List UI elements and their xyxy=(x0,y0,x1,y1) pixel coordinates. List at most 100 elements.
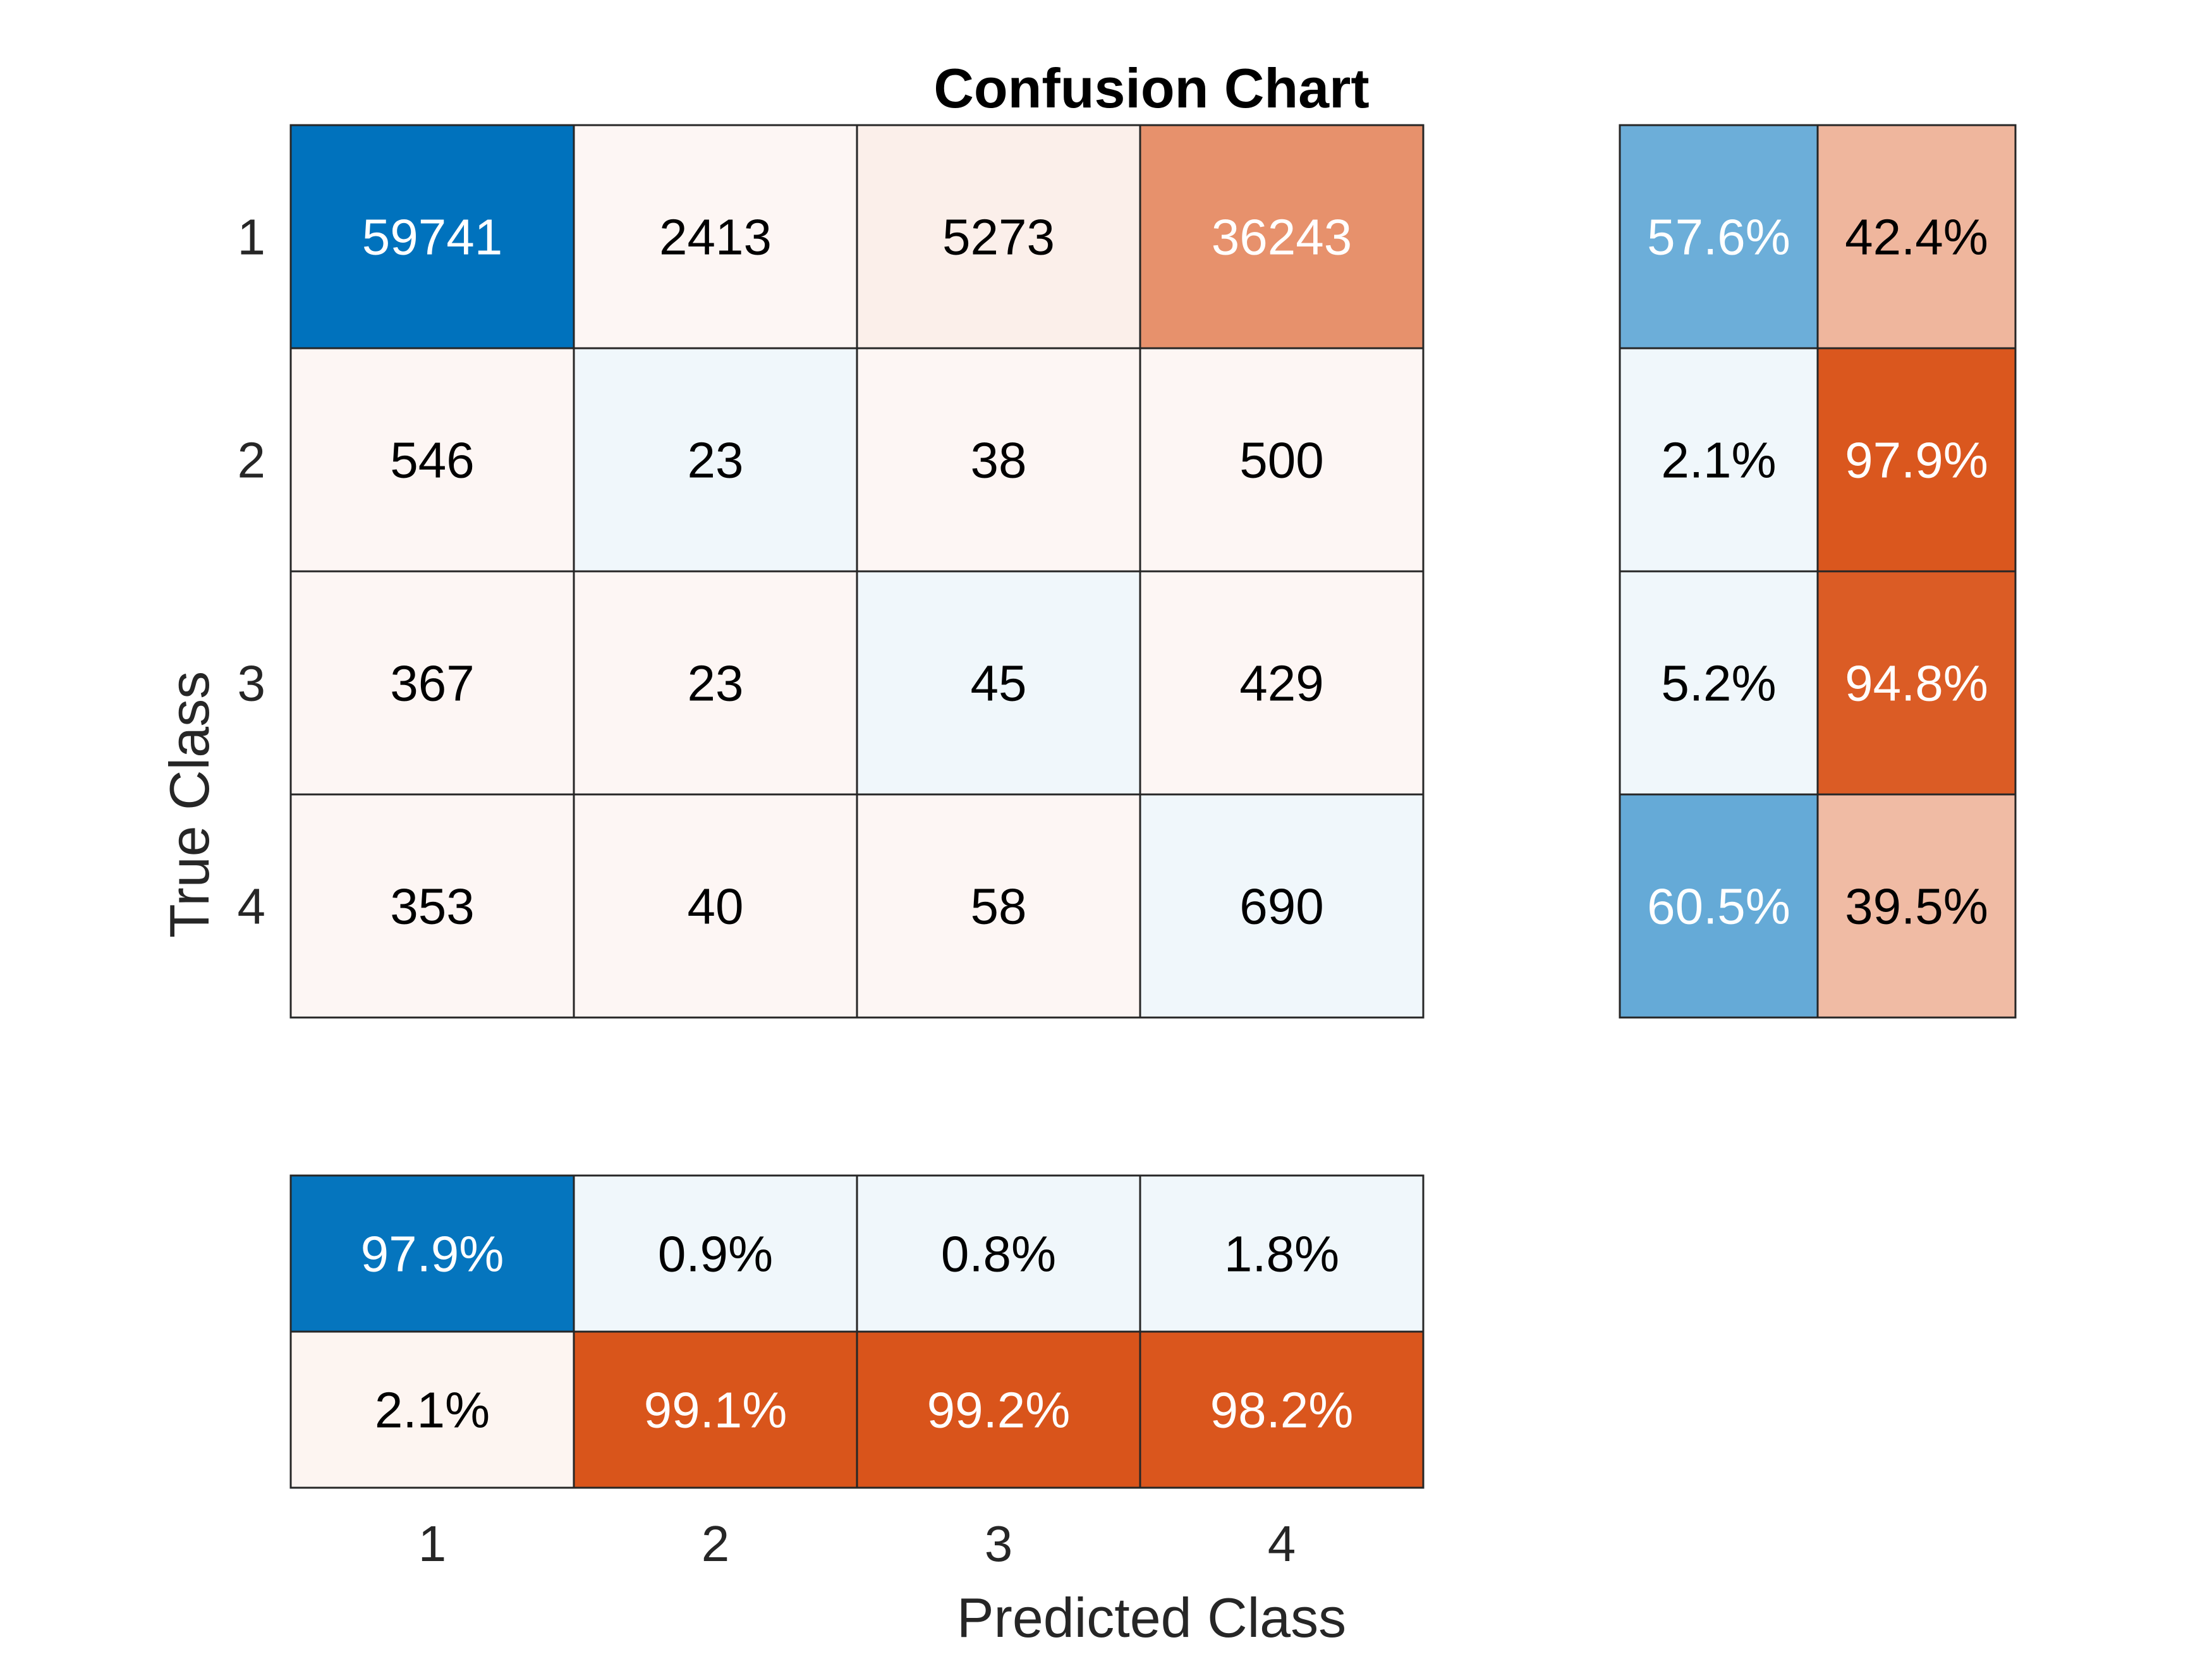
row-summary-incorrect-4-rect xyxy=(1816,793,2017,1019)
cell-r4-c1: 353 xyxy=(289,793,575,1019)
cell-r2-c2-rect xyxy=(573,347,858,573)
row-summary-incorrect-2-label: 97.9% xyxy=(1845,432,1988,489)
row-summary-correct-2: 2.1% xyxy=(1619,347,1819,573)
cell-r3-c2: 23 xyxy=(573,570,858,796)
cell-r3-c4: 429 xyxy=(1139,570,1425,796)
cell-r1-c2-rect xyxy=(573,124,858,349)
cell-r1-c3-label: 5273 xyxy=(942,209,1055,265)
row-summary-correct-3-rect xyxy=(1619,570,1819,796)
cell-r1-c4: 36243 xyxy=(1139,124,1425,349)
row-summary-incorrect-1-rect xyxy=(1816,124,2017,349)
x-tick-1: 1 xyxy=(418,1516,447,1572)
cell-r3-c4-label: 429 xyxy=(1239,655,1323,712)
cell-r2-c2-label: 23 xyxy=(688,432,744,489)
cell-r2-c4-label: 500 xyxy=(1239,432,1323,489)
row-summary-incorrect-3-label: 94.8% xyxy=(1845,655,1988,712)
col-summary-correct-4-label: 1.8% xyxy=(1224,1226,1339,1282)
cell-r4-c2-label: 40 xyxy=(688,878,744,935)
cell-r1-c1: 59741 xyxy=(289,124,575,349)
cell-r1-c4-rect xyxy=(1139,124,1425,349)
cell-r2-c1-rect xyxy=(289,347,575,573)
row-summary-correct-4: 60.5% xyxy=(1619,793,1819,1019)
col-summary-incorrect-3-label: 99.2% xyxy=(927,1382,1071,1438)
col-summary-incorrect-4: 98.2% xyxy=(1139,1330,1425,1489)
col-summary-correct-4-rect xyxy=(1139,1174,1425,1333)
col-summary-correct-1: 97.9% xyxy=(289,1174,575,1333)
cell-r4-c4-label: 690 xyxy=(1239,878,1323,935)
x-axis-label: Predicted Class xyxy=(957,1586,1346,1649)
row-summary-correct-3-label: 5.2% xyxy=(1661,655,1776,712)
cell-r4-c1-label: 353 xyxy=(390,878,474,935)
col-summary-incorrect-1-label: 2.1% xyxy=(375,1382,490,1438)
row-summary-incorrect-4: 39.5% xyxy=(1816,793,2017,1019)
cell-r2-c4: 500 xyxy=(1139,347,1425,573)
cell-r4-c2: 40 xyxy=(573,793,858,1019)
row-summary-incorrect-2: 97.9% xyxy=(1816,347,2017,573)
row-summary-incorrect-2-rect xyxy=(1816,347,2017,573)
cell-r2-c1-label: 546 xyxy=(390,432,474,489)
col-summary-incorrect-2: 99.1% xyxy=(573,1330,858,1489)
col-summary-correct-3: 0.8% xyxy=(856,1174,1141,1333)
y-tick-4: 4 xyxy=(238,878,266,935)
cell-r4-c3-rect xyxy=(856,793,1141,1019)
cell-r2-c2: 23 xyxy=(573,347,858,573)
row-summary-correct-3: 5.2% xyxy=(1619,570,1819,796)
col-summary-correct-3-label: 0.8% xyxy=(941,1226,1056,1282)
row-summary-incorrect-3-rect xyxy=(1816,570,2017,796)
cell-r4-c1-rect xyxy=(289,793,575,1019)
cell-r1-c3: 5273 xyxy=(856,124,1141,349)
row-summary-correct-1-label: 57.6% xyxy=(1647,209,1790,265)
col-summary-correct-1-rect xyxy=(289,1174,575,1333)
cell-r1-c1-label: 59741 xyxy=(362,209,502,265)
row-summary-incorrect-4-label: 39.5% xyxy=(1845,878,1988,935)
col-summary-incorrect-2-label: 99.1% xyxy=(644,1382,787,1438)
cell-r3-c2-label: 23 xyxy=(688,655,744,712)
cell-r4-c4-rect xyxy=(1139,793,1425,1019)
col-summary-correct-2: 0.9% xyxy=(573,1174,858,1333)
row-summary-incorrect-1-label: 42.4% xyxy=(1845,209,1988,265)
row-summary-correct-4-rect xyxy=(1619,793,1819,1019)
cell-r3-c3-label: 45 xyxy=(971,655,1027,712)
y-tick-1: 1 xyxy=(238,209,266,265)
cell-r2-c1: 546 xyxy=(289,347,575,573)
cell-r3-c4-rect xyxy=(1139,570,1425,796)
row-summary: 57.6% 42.4% 2.1% 97.9% 5.2% 94.8% 60.5% 39.5% xyxy=(1619,124,2017,1019)
cell-r2-c4-rect xyxy=(1139,347,1425,573)
cell-r1-c4-label: 36243 xyxy=(1212,209,1352,265)
col-summary-correct-1-label: 97.9% xyxy=(361,1226,504,1282)
col-summary-correct-2-rect xyxy=(573,1174,858,1333)
column-summary: 97.9% 2.1% 0.9% 99.1% 0.8% 99.2% 1.8% 98.2% xyxy=(289,1174,1425,1489)
row-summary-correct-1: 57.6% xyxy=(1619,124,1819,349)
x-tick-4: 4 xyxy=(1268,1516,1296,1572)
row-summary-correct-1-rect xyxy=(1619,124,1819,349)
chart-title: Confusion Chart xyxy=(933,57,1369,119)
col-summary-incorrect-4-label: 98.2% xyxy=(1210,1382,1354,1438)
x-tick-2: 2 xyxy=(702,1516,730,1572)
col-summary-correct-3-rect xyxy=(856,1174,1141,1333)
cell-r4-c2-rect xyxy=(573,793,858,1019)
confusion-matrix: 59741 2413 5273 36243 546 23 38 500 367 23 45 429 35… xyxy=(289,124,1425,1019)
y-tick-2: 2 xyxy=(238,432,266,489)
y-tick-3: 3 xyxy=(238,655,266,712)
col-summary-correct-4: 1.8% xyxy=(1139,1174,1425,1333)
cell-r3-c1-label: 367 xyxy=(390,655,474,712)
cell-r4-c3-label: 58 xyxy=(971,878,1027,935)
cell-r1-c1-rect xyxy=(289,124,575,349)
cell-r1-c2-label: 2413 xyxy=(659,209,772,265)
cell-r2-c3-label: 38 xyxy=(971,432,1027,489)
col-summary-correct-2-label: 0.9% xyxy=(658,1226,773,1282)
col-summary-incorrect-3: 99.2% xyxy=(856,1330,1141,1489)
cell-r4-c3: 58 xyxy=(856,793,1141,1019)
col-summary-incorrect-1: 2.1% xyxy=(289,1330,575,1489)
cell-r2-c3: 38 xyxy=(856,347,1141,573)
row-summary-correct-2-label: 2.1% xyxy=(1661,432,1776,489)
row-summary-incorrect-1: 42.4% xyxy=(1816,124,2017,349)
cell-r3-c1: 367 xyxy=(289,570,575,796)
cell-r3-c3: 45 xyxy=(856,570,1141,796)
col-summary-incorrect-4-rect xyxy=(1139,1330,1425,1489)
cell-r3-c2-rect xyxy=(573,570,858,796)
row-summary-incorrect-3: 94.8% xyxy=(1816,570,2017,796)
y-axis-label: True Class xyxy=(158,671,221,938)
